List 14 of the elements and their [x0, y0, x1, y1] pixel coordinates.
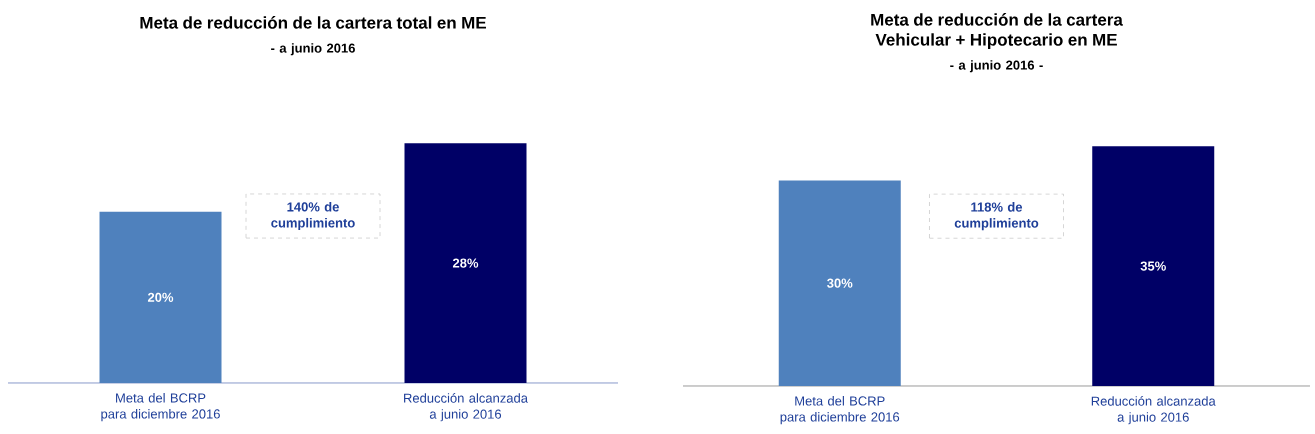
x-tick-label: Reducción alcanzada a junio 2016: [404, 393, 528, 422]
data-label: 35%: [1140, 261, 1166, 271]
data-label: 20%: [147, 292, 174, 302]
chart-subtitle: - a junio 2016: [271, 43, 355, 56]
chart-title: Meta de reducción de la cartera total en ME: [140, 16, 486, 29]
chart-subtitle: - a junio 2016 -: [950, 60, 1043, 73]
chart-title: Meta de reducción de la cartera Vehicular + Hipotecario en ME: [871, 13, 1123, 50]
x-tick-label: Reducción alcanzada a junio 2016: [1091, 396, 1216, 425]
annotation: 118% de cumplimiento: [954, 202, 1039, 231]
data-label: 28%: [452, 258, 479, 268]
x-tick-label: Meta del BCRP para diciembre 2016: [780, 396, 900, 425]
x-tick-label: Meta del BCRP para diciembre 2016: [101, 393, 220, 422]
annotation: 140% de cumplimiento: [271, 201, 355, 231]
data-label: 30%: [827, 278, 853, 288]
